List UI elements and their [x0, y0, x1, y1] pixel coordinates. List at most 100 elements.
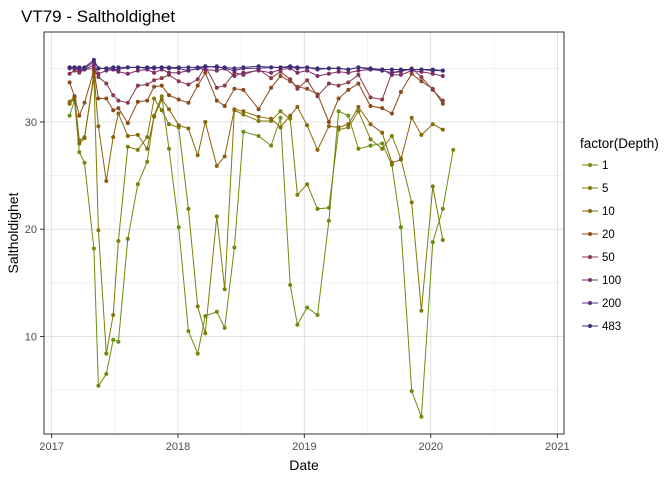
data-point	[176, 97, 181, 102]
data-point	[389, 111, 394, 116]
data-point	[368, 137, 373, 142]
x-axis-title: Date	[289, 457, 319, 473]
data-point	[398, 157, 403, 162]
data-point	[336, 96, 341, 101]
data-point	[336, 83, 341, 88]
data-point	[305, 305, 310, 310]
data-point	[440, 74, 445, 78]
data-point	[116, 106, 121, 111]
data-point	[159, 76, 164, 81]
data-point	[269, 70, 274, 75]
data-point	[145, 82, 150, 87]
data-point	[145, 146, 150, 151]
data-point	[269, 76, 274, 81]
data-point	[288, 113, 293, 118]
data-point	[419, 414, 424, 419]
data-point	[380, 67, 385, 72]
data-point	[96, 124, 101, 129]
data-point	[104, 372, 109, 376]
legend: factor(Depth) 1 5 10 20 50 100 200 483	[580, 136, 659, 333]
data-point	[232, 107, 237, 112]
data-point	[305, 86, 310, 91]
data-point	[368, 143, 373, 148]
data-point	[116, 65, 121, 70]
data-point	[176, 123, 181, 128]
data-point	[305, 78, 310, 83]
data-point	[346, 122, 351, 127]
data-point	[241, 87, 246, 92]
legend-key-point	[588, 278, 592, 282]
data-point	[135, 83, 140, 88]
y-axis: 10 20 30	[25, 117, 44, 343]
x-tick-label: 2018	[166, 441, 190, 453]
legend-key-point	[588, 255, 592, 259]
data-point	[430, 71, 435, 76]
data-point	[419, 79, 424, 84]
data-point	[152, 70, 157, 75]
data-point	[176, 65, 181, 70]
data-point	[116, 239, 121, 243]
data-point	[167, 65, 171, 70]
data-point	[214, 85, 219, 90]
data-point	[430, 240, 435, 245]
data-point	[356, 81, 361, 86]
data-point	[315, 74, 320, 78]
data-point	[152, 84, 157, 89]
data-point	[195, 77, 200, 82]
data-point	[214, 214, 219, 219]
data-point	[96, 71, 101, 76]
legend-label: 5	[602, 183, 608, 195]
data-point	[256, 119, 261, 123]
data-point	[167, 107, 171, 112]
data-point	[269, 116, 274, 121]
y-tick-label: 20	[25, 224, 37, 236]
data-point	[159, 65, 164, 70]
data-point	[77, 65, 82, 70]
x-tick-label: 2017	[39, 441, 63, 453]
data-point	[159, 83, 164, 88]
data-point	[440, 127, 445, 132]
data-point	[186, 126, 191, 131]
legend-label: 200	[602, 298, 621, 310]
data-point	[380, 130, 385, 135]
data-point	[346, 67, 351, 72]
data-point	[135, 147, 140, 152]
chart-title: VT79 - Saltholdighet	[21, 7, 175, 26]
data-point	[398, 72, 403, 77]
data-point	[241, 112, 246, 117]
data-point	[295, 86, 300, 91]
data-point	[82, 100, 87, 105]
data-point	[116, 111, 121, 116]
data-point	[186, 206, 191, 211]
y-tick-label: 30	[25, 117, 37, 129]
data-point	[116, 339, 121, 344]
data-point	[195, 153, 200, 158]
data-point	[77, 113, 82, 118]
data-point	[145, 65, 150, 70]
data-point	[159, 94, 164, 99]
data-point	[256, 64, 261, 69]
data-point	[195, 304, 200, 309]
data-point	[203, 120, 208, 124]
data-point	[186, 82, 191, 87]
data-point	[125, 144, 130, 149]
data-point	[295, 105, 300, 109]
data-point	[232, 86, 237, 91]
data-point	[346, 125, 351, 130]
data-point	[346, 70, 351, 75]
legend-title: factor(Depth)	[580, 136, 659, 151]
data-point	[145, 135, 150, 140]
data-point	[315, 66, 320, 71]
series-10	[67, 71, 445, 183]
data-point	[241, 109, 246, 114]
data-point	[111, 337, 116, 342]
data-point	[430, 122, 435, 127]
data-point	[152, 96, 157, 101]
data-point	[77, 150, 82, 155]
data-point	[326, 71, 331, 76]
legend-label: 483	[602, 321, 621, 333]
data-point	[336, 69, 341, 74]
data-point	[288, 283, 293, 287]
data-point	[125, 65, 130, 70]
